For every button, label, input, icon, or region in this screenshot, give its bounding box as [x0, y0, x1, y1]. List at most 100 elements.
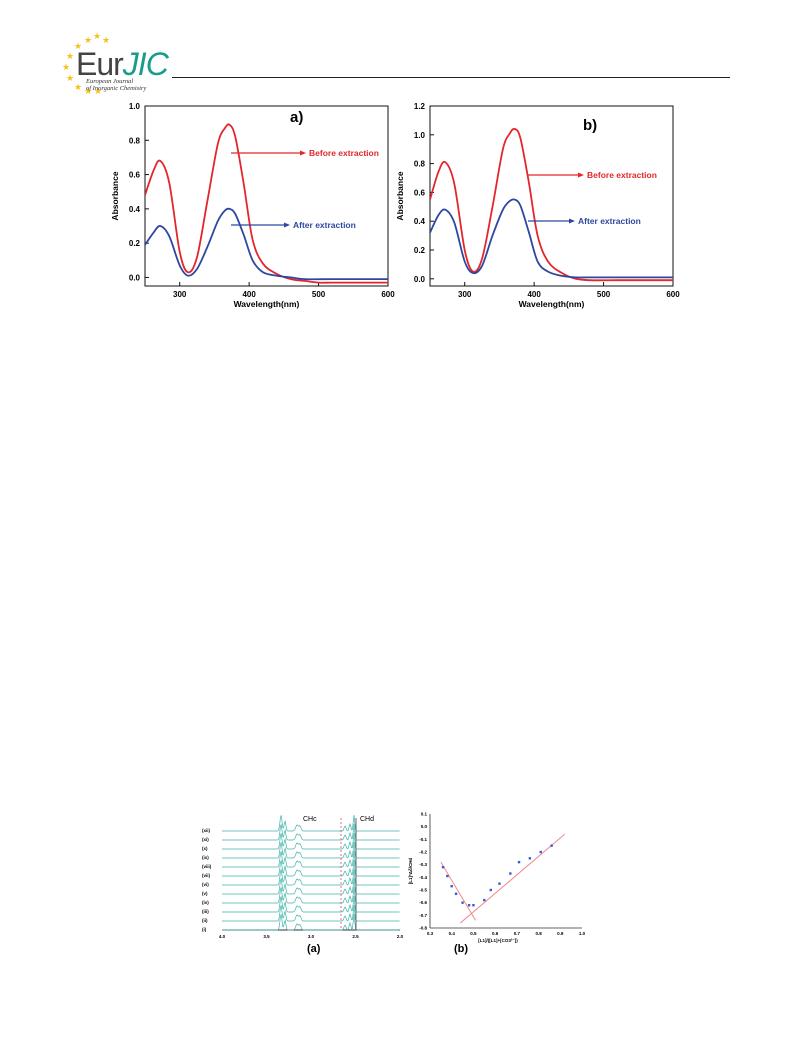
job-data-point	[517, 860, 521, 864]
plot-frame	[429, 105, 674, 287]
job-data-point	[446, 874, 449, 878]
nmr-x-tick-label: 2.0	[397, 934, 404, 939]
star-icon: ★	[84, 86, 93, 96]
nmr-spectrum-trace	[222, 832, 400, 850]
nmr-spectrum-trace	[222, 886, 400, 904]
star-icon: ★	[94, 86, 103, 96]
nmr-row-label: (ii)	[202, 918, 208, 923]
y-axis-label: Absorbance	[395, 171, 405, 220]
plot-frame	[144, 105, 389, 287]
x-tick-label: 400	[527, 290, 541, 299]
job-y-tick-label: -0.4	[419, 875, 427, 880]
job-x-axis-label: [L1]/([L1]+[CO3²⁻])	[478, 938, 518, 943]
series-label: After extraction	[293, 220, 356, 230]
arrow-head-icon	[578, 172, 584, 178]
job-y-tick-label: -0.8	[419, 926, 427, 931]
job-y-tick-label: -0.2	[419, 850, 427, 855]
nmr-x-tick-label: 4.0	[219, 934, 226, 939]
arrow-head-icon	[569, 218, 575, 224]
y-tick-label: 0.0	[414, 275, 426, 284]
x-tick-label: 300	[173, 290, 187, 299]
x-axis-label: Wavelength(nm)	[234, 299, 300, 309]
x-tick-label: 400	[242, 290, 256, 299]
y-tick-label: 0.8	[129, 136, 141, 145]
job-data-point	[454, 892, 458, 895]
job-x-tick-label: 0.8	[535, 931, 542, 936]
job-x-tick-label: 0.9	[557, 931, 564, 936]
nmr-spectrum-trace	[222, 868, 400, 886]
job-x-tick-label: 1.0	[579, 931, 586, 936]
journal-header: ★ ★ ★ ★ ★ ★ ★ ★ ★ ★ EurJIC European Jour…	[0, 0, 792, 100]
logo-sub-line2: of Inorganic Chemistry	[86, 85, 147, 92]
job-fit-line	[440, 861, 477, 921]
logo-jic: JIC	[122, 46, 169, 82]
star-icon: ★	[62, 62, 71, 72]
series-line-before	[430, 127, 673, 282]
series-label: After extraction	[578, 216, 641, 226]
uv-chart-b: 0.0 0.2 0.4 0.6 0.8 1.0 1.2 300 400 500 600 Wavelen…	[395, 102, 680, 309]
nmr-row-label: (x)	[202, 846, 208, 851]
nmr-row-label: (xi)	[202, 837, 209, 842]
nmr-row-label: (viii)	[202, 864, 212, 869]
x-tick-label: 500	[312, 290, 326, 299]
job-y-tick-label: -0.1	[419, 837, 427, 842]
y-axis-label: Absorbance	[110, 171, 120, 220]
star-icon: ★	[66, 51, 75, 61]
y-tick-label: 1.0	[414, 131, 426, 140]
nmr-x-tick-label: 3.5	[263, 934, 270, 939]
y-tick-label: 0.0	[129, 273, 141, 282]
nmr-row-label: (ix)	[202, 855, 209, 860]
job-y-tick-label: 0.1	[421, 812, 428, 817]
y-tick-label: 0.2	[414, 246, 426, 255]
panel-label-nmr: (a)	[307, 943, 321, 955]
job-x-tick-label: 0.4	[449, 931, 456, 936]
star-icon: ★	[102, 35, 111, 45]
nmr-row-label: (xii)	[202, 828, 211, 833]
y-tick-label: 0.8	[414, 160, 426, 169]
logo-wordmark: EurJIC	[76, 46, 169, 82]
nmr-spectrum-trace	[222, 913, 400, 931]
job-data-point	[467, 904, 471, 907]
job-x-tick-label: 0.7	[514, 931, 521, 936]
job-data-point	[441, 866, 445, 869]
y-tick-label: 0.6	[414, 188, 426, 197]
nmr-row-label: (vi)	[202, 882, 209, 887]
nmr-spectrum-trace	[222, 850, 400, 868]
job-data-point	[509, 872, 512, 875]
panel-label: b)	[583, 117, 597, 134]
x-tick-label: 500	[597, 290, 611, 299]
logo-subtitle: European Journal of Inorganic Chemistry	[86, 78, 146, 92]
nmr-spectrum-trace	[222, 841, 400, 859]
job-y-tick-label: -0.6	[419, 900, 427, 905]
peak-label-chc: CHc	[303, 816, 317, 823]
y-tick-label: 0.4	[129, 205, 141, 214]
x-tick-label: 600	[666, 290, 680, 299]
nmr-spectrum-trace	[222, 895, 400, 913]
star-icon: ★	[93, 31, 102, 41]
nmr-spectrum-trace	[222, 859, 400, 877]
y-tick-label: 0.2	[129, 239, 141, 248]
series-label: Before extraction	[587, 170, 657, 180]
job-x-tick-label: 0.5	[470, 931, 477, 936]
logo-eur: Eur	[76, 46, 124, 82]
nmr-row-label: (vii)	[202, 873, 211, 878]
x-tick-label: 300	[458, 290, 472, 299]
star-icon: ★	[74, 41, 83, 51]
nmr-spectrum-trace	[222, 877, 400, 895]
y-tick-label: 0.4	[414, 217, 426, 226]
series-line-before	[145, 123, 388, 284]
job-y-tick-label: 0.0	[421, 824, 428, 829]
star-icon: ★	[84, 35, 93, 45]
uv-chart-a: 0.0 0.2 0.4 0.6 0.8 1.0 300 400 500 600 Wavelength…	[110, 102, 395, 309]
nmr-row-label: (iii)	[202, 909, 209, 914]
star-icon: ★	[74, 82, 83, 92]
job-data-point	[472, 904, 475, 907]
journal-logo: ★ ★ ★ ★ ★ ★ ★ ★ ★ ★ EurJIC European Jour…	[62, 32, 182, 96]
job-y-tick-label: -0.5	[419, 888, 427, 893]
panel-label-job: (b)	[454, 943, 468, 955]
job-y-tick-label: -0.7	[419, 913, 427, 918]
job-data-point	[550, 844, 553, 847]
nmr-row-label: (iv)	[202, 900, 209, 905]
header-rule	[172, 77, 730, 78]
job-data-point	[528, 857, 532, 860]
